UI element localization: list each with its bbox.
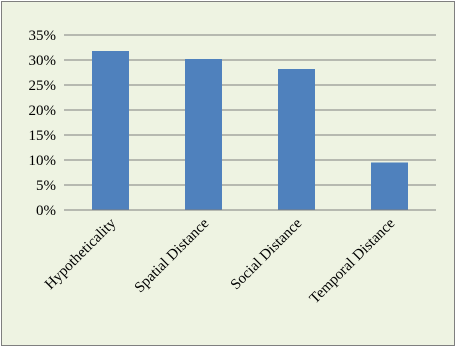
y-tick-label: 10% [29,153,57,169]
y-tick-label: 15% [29,128,57,144]
bar [371,162,408,210]
y-tick-label: 30% [29,53,57,69]
y-tick-label: 5% [36,178,56,194]
x-axis-labels: Hypotheticality Spatial Distance Social Di… [42,215,399,307]
bar [92,51,129,210]
y-tick-label: 35% [29,28,57,44]
y-tick-label: 20% [29,103,57,119]
x-category-label: Temporal Distance [307,215,399,307]
y-tick-label: 0% [36,203,56,219]
bar [185,59,222,210]
x-category-label: Hypotheticality [42,215,120,293]
x-category-label: Social Distance [228,215,306,293]
x-category-label: Spatial Distance [132,215,213,296]
y-tick-label: 25% [29,78,57,94]
bar [278,69,315,210]
bars [92,51,408,210]
y-axis-ticks: 0% 5% 10% 15% 20% 25% 30% 35% [29,28,57,219]
